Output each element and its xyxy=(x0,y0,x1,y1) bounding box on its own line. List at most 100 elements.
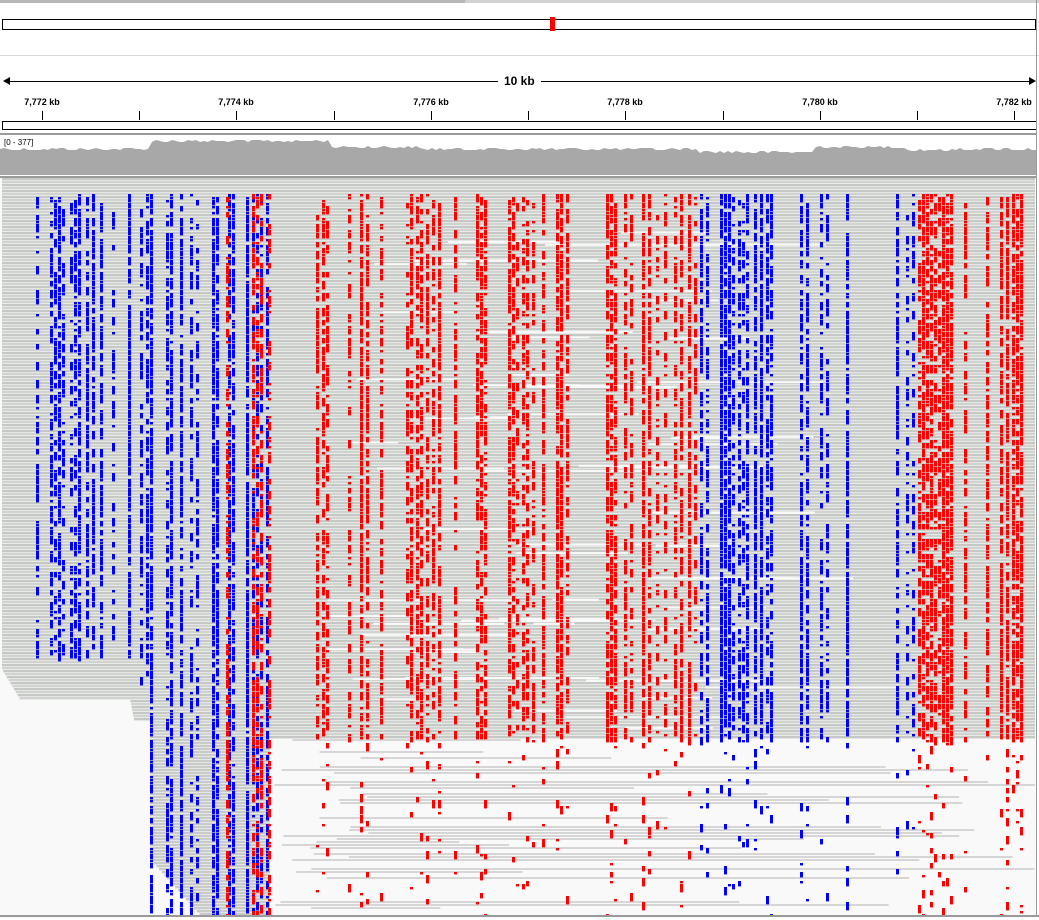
mismatch-base xyxy=(140,584,143,587)
mismatch-base xyxy=(800,218,803,224)
coverage-track[interactable]: [0 - 377] xyxy=(0,133,1037,177)
mismatch-base xyxy=(128,431,131,437)
mismatch-base xyxy=(724,368,727,371)
mismatch-base xyxy=(70,578,73,581)
mismatch-base xyxy=(190,245,193,248)
mismatch-base xyxy=(316,587,319,590)
mismatch-base xyxy=(766,347,769,353)
mismatch-base xyxy=(746,563,749,566)
mismatch-base xyxy=(256,320,259,326)
mismatch-base xyxy=(360,782,363,788)
mismatch-base xyxy=(360,443,363,452)
mismatch-base xyxy=(846,530,849,539)
mismatch-base xyxy=(322,398,325,407)
mismatch-base xyxy=(256,194,259,197)
mismatch-base xyxy=(92,317,95,320)
mismatch-base xyxy=(896,194,899,200)
mismatch-base xyxy=(360,545,363,554)
mismatch-base xyxy=(766,386,769,392)
mismatch-base xyxy=(166,890,169,893)
mismatch-base xyxy=(766,722,769,725)
mismatch-base xyxy=(706,203,709,206)
mismatch-base xyxy=(432,467,435,473)
mismatch-base xyxy=(706,596,709,602)
mismatch-base xyxy=(166,587,169,593)
mismatch-base xyxy=(806,407,809,410)
mismatch-base xyxy=(360,827,363,833)
read-row xyxy=(2,535,1035,538)
mismatch-base xyxy=(252,893,255,896)
mismatch-base xyxy=(92,263,95,272)
mismatch-base xyxy=(380,569,383,575)
mismatch-base xyxy=(732,197,735,203)
mismatch-base xyxy=(232,257,235,266)
mismatch-base xyxy=(806,455,809,458)
mismatch-base xyxy=(800,314,803,323)
mismatch-base xyxy=(212,626,215,635)
mismatch-base xyxy=(766,257,769,263)
mismatch-base xyxy=(760,290,763,299)
mismatch-base xyxy=(360,794,363,803)
mismatch-base xyxy=(316,365,319,374)
mismatch-base xyxy=(426,407,429,413)
mismatch-base xyxy=(246,233,249,242)
mismatch-base xyxy=(820,281,823,287)
mismatch-base xyxy=(846,719,849,728)
mismatch-base xyxy=(216,398,219,401)
current-region-marker[interactable] xyxy=(550,17,555,31)
read-row xyxy=(2,595,1035,598)
mismatch-base xyxy=(420,728,423,731)
mismatch-base xyxy=(754,479,757,482)
mismatch-base xyxy=(360,239,363,242)
mismatch-base xyxy=(112,299,115,308)
mismatch-base xyxy=(170,419,173,428)
mismatch-base xyxy=(800,536,803,539)
mismatch-base xyxy=(150,257,153,266)
mismatch-base xyxy=(36,527,39,536)
mismatch-base xyxy=(180,770,183,779)
mismatch-base xyxy=(226,836,229,839)
mismatch-base xyxy=(820,269,823,278)
mismatch-base xyxy=(216,245,219,251)
mismatch-base xyxy=(432,569,435,575)
mismatch-base xyxy=(92,587,95,593)
mismatch-base xyxy=(720,734,723,743)
mismatch-base xyxy=(246,689,249,695)
mismatch-base xyxy=(246,503,249,506)
mismatch-base xyxy=(112,626,115,635)
read-row xyxy=(2,610,1035,613)
mismatch-base xyxy=(166,221,169,227)
mismatch-base xyxy=(146,380,149,389)
mismatch-base xyxy=(50,311,53,317)
mismatch-base xyxy=(738,323,741,329)
chromosome-ideogram[interactable] xyxy=(2,17,1036,31)
mismatch-base xyxy=(266,419,269,425)
mismatch-base xyxy=(100,470,103,479)
mismatch-base xyxy=(746,263,749,266)
mismatch-base xyxy=(360,725,363,728)
mismatch-base xyxy=(62,209,65,218)
mismatch-base xyxy=(212,779,215,782)
mismatch-base xyxy=(366,557,369,566)
mismatch-base xyxy=(732,713,735,716)
mismatch-base xyxy=(410,614,413,617)
mismatch-base xyxy=(720,479,723,482)
mismatch-base xyxy=(228,386,231,389)
mismatch-base xyxy=(760,653,763,659)
mismatch-base xyxy=(212,467,215,473)
mismatch-base xyxy=(432,401,435,407)
mismatch-base xyxy=(766,542,769,545)
mismatch-base xyxy=(140,494,143,500)
mismatch-base xyxy=(226,521,229,524)
mismatch-base xyxy=(766,590,769,596)
minor-tick xyxy=(917,111,918,120)
mismatch-base xyxy=(800,593,803,602)
alignment-track[interactable] xyxy=(0,176,1037,918)
mismatch-base xyxy=(406,368,409,377)
mismatch-base xyxy=(266,764,269,767)
mismatch-base xyxy=(806,563,809,569)
mismatch-base xyxy=(180,488,183,497)
mismatch-base xyxy=(86,362,89,365)
mismatch-base xyxy=(246,713,249,719)
mismatch-base xyxy=(316,437,319,446)
